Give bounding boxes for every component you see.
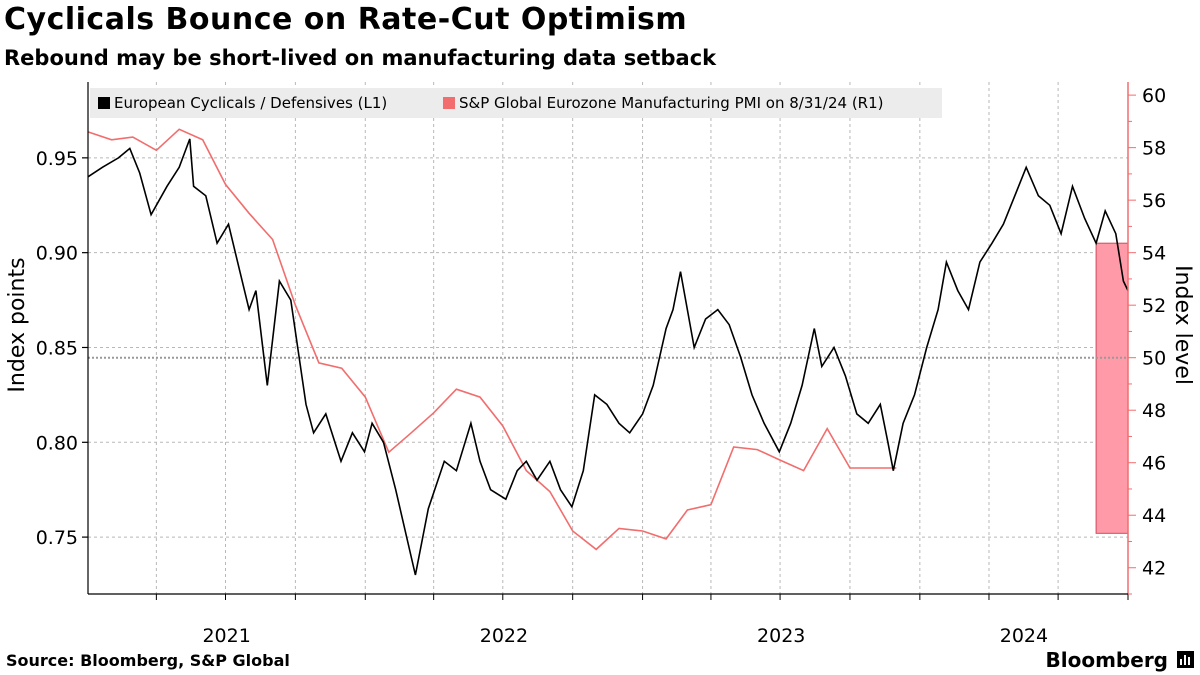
grid-layer <box>88 82 1129 594</box>
right-tick-label: 56 <box>1142 190 1166 212</box>
right-tick-label: 52 <box>1142 295 1166 317</box>
x-year-label: 2021 <box>202 625 250 647</box>
right-tick-label: 60 <box>1142 85 1166 107</box>
right-tick-label: 48 <box>1142 400 1166 422</box>
left-tick-label: 0.90 <box>36 243 78 265</box>
legend-swatch-pmi <box>443 97 455 109</box>
left-tick-label: 0.85 <box>36 337 78 359</box>
chart-title: Cyclicals Bounce on Rate-Cut Optimism <box>4 2 688 37</box>
chart-subtitle: Rebound may be short-lived on manufactur… <box>4 46 717 70</box>
legend-background <box>90 88 942 118</box>
right-axis-label: Index level <box>1170 265 1195 385</box>
legend-label-pmi: S&P Global Eurozone Manufacturing PMI on… <box>459 94 883 112</box>
x-year-label: 2022 <box>480 625 528 647</box>
right-tick-label: 54 <box>1142 243 1166 265</box>
right-tick-label: 50 <box>1142 348 1166 370</box>
legend: European Cyclicals / Defensives (L1) S&P… <box>90 88 942 118</box>
left-tick-label: 0.75 <box>36 527 78 549</box>
series-line-cyclicals-defensives <box>87 138 1129 576</box>
axes-layer: 0.75 0.80 0.85 0.90 0.95 42 44 46 48 50 52 54 56 58 60… <box>36 82 1166 647</box>
legend-swatch-cyclicals-defensives <box>98 97 110 109</box>
left-tick-label: 0.95 <box>36 148 78 170</box>
x-year-label: 2023 <box>757 625 805 647</box>
left-axis-label: Index points <box>5 257 30 392</box>
x-year-label: 2024 <box>1000 625 1048 647</box>
right-tick-label: 46 <box>1142 453 1166 475</box>
highlight-box <box>1095 242 1129 534</box>
source-note: Source: Bloomberg, S&P Global <box>6 651 290 670</box>
right-tick-label: 42 <box>1142 558 1166 580</box>
legend-label-cyclicals-defensives: European Cyclicals / Defensives (L1) <box>114 94 387 112</box>
series-line-pmi <box>87 128 897 551</box>
right-tick-label: 44 <box>1142 505 1166 527</box>
brand-logo-text: Bloomberg <box>1045 648 1168 672</box>
right-tick-label: 58 <box>1142 138 1166 160</box>
left-tick-label: 0.80 <box>36 432 78 454</box>
bloomberg-logo-icon <box>1177 651 1194 668</box>
